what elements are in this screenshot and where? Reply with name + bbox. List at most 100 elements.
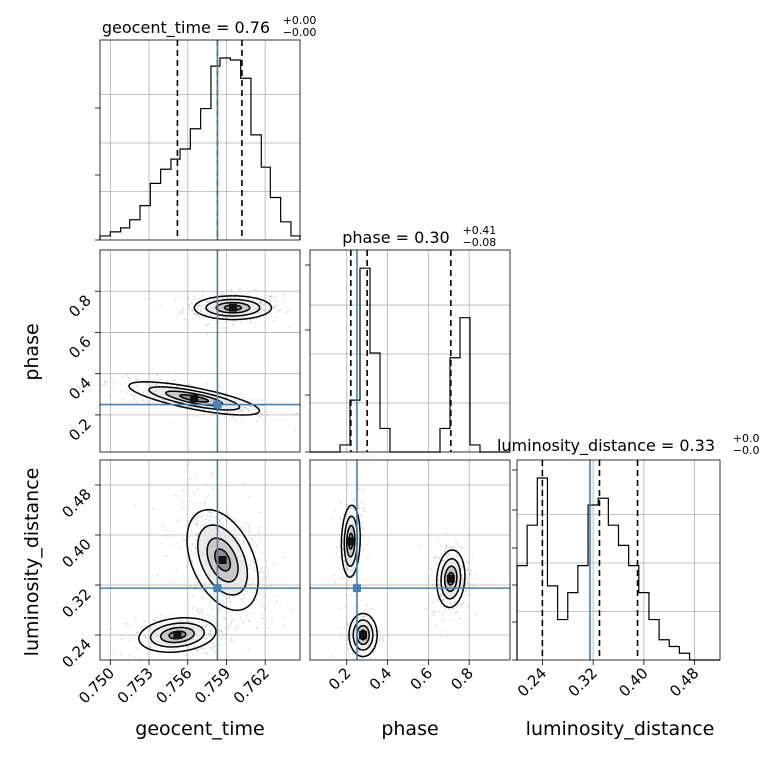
sample-point [205, 626, 207, 629]
sample-point [147, 401, 150, 403]
sample-point [142, 391, 145, 394]
y-tick-label: 0.40 [58, 535, 94, 571]
sample-point [366, 543, 368, 546]
sample-point [269, 410, 272, 413]
sample-point [276, 600, 278, 602]
sample-point [242, 411, 244, 414]
sample-point [125, 623, 128, 626]
sample-point [212, 615, 214, 618]
x-tick-label: 0.32 [565, 664, 601, 700]
y-tick-label: 0.48 [58, 485, 94, 521]
histogram-panel-geocent_time [99, 39, 301, 241]
sample-point [190, 530, 192, 533]
sample-point [279, 308, 282, 311]
sample-point [188, 304, 191, 307]
sample-point [144, 635, 146, 638]
sample-point [120, 390, 123, 393]
sample-point [103, 381, 106, 383]
sample-point [185, 525, 188, 528]
title-lower-error: −0.08 [463, 236, 497, 249]
sample-point [207, 519, 210, 522]
sample-point [205, 484, 208, 486]
sample-point [193, 312, 196, 315]
sample-point [218, 644, 221, 647]
sample-point [181, 538, 184, 541]
density-peak [346, 537, 355, 546]
sample-point [250, 589, 252, 592]
sample-point [273, 419, 276, 422]
sample-point [162, 398, 164, 401]
sample-point [101, 384, 104, 387]
sample-point [351, 569, 353, 572]
sample-point [146, 642, 149, 645]
sample-point [211, 608, 214, 611]
sample-point [112, 387, 115, 390]
sample-point [201, 317, 204, 320]
sample-point [248, 577, 250, 580]
sample-point [471, 554, 474, 557]
sample-point [435, 556, 438, 559]
sample-point [247, 583, 250, 585]
sample-point [180, 312, 183, 315]
sample-point [265, 566, 268, 568]
sample-point [186, 645, 188, 648]
sample-point [274, 307, 277, 309]
sample-point [277, 310, 280, 312]
sample-point [213, 618, 216, 621]
sample-point [196, 649, 199, 651]
sample-point [140, 658, 143, 660]
sample-point [200, 516, 203, 518]
sample-point [346, 621, 348, 624]
sample-point [431, 584, 434, 586]
sample-point [224, 327, 227, 329]
sample-point [212, 298, 215, 301]
sample-point [439, 558, 441, 561]
sample-point [174, 494, 177, 497]
sample-point [440, 545, 443, 548]
sample-point [180, 501, 183, 503]
sample-point [256, 420, 258, 423]
sample-point [459, 603, 462, 606]
sample-point [219, 517, 222, 520]
sample-point [190, 302, 193, 305]
sample-point [349, 653, 351, 655]
sample-point [219, 519, 221, 522]
sample-point [435, 562, 437, 565]
sample-point [192, 606, 195, 609]
sample-point [244, 406, 247, 409]
sample-point [146, 382, 149, 385]
sample-point [372, 651, 375, 653]
sample-point [448, 554, 451, 556]
sample-point [282, 557, 285, 560]
sample-point [273, 304, 276, 307]
sample-point [189, 500, 192, 503]
sample-point [248, 409, 250, 412]
sample-point [208, 616, 211, 619]
sample-point [113, 381, 115, 384]
sample-point [268, 307, 271, 310]
sample-point [444, 549, 446, 552]
sample-point [353, 499, 356, 502]
sample-point [206, 333, 208, 335]
sample-point [467, 568, 469, 571]
sample-point [145, 652, 148, 655]
sample-point [267, 573, 270, 576]
sample-point [212, 642, 215, 645]
sample-point [195, 609, 198, 612]
sample-point [134, 505, 137, 507]
sample-point [236, 293, 239, 296]
sample-point [228, 596, 231, 599]
sample-point [128, 377, 130, 379]
sample-point [213, 592, 216, 595]
sample-point [372, 644, 375, 646]
sample-point [133, 656, 136, 658]
contour-level [348, 612, 378, 658]
sample-point [142, 399, 144, 402]
sample-point [225, 510, 228, 513]
title-lower-error: −0.09 [733, 444, 760, 457]
sample-point [230, 289, 233, 292]
sample-point [150, 384, 153, 387]
sample-point [248, 564, 251, 567]
sample-point [180, 506, 183, 509]
sample-point [455, 542, 458, 544]
